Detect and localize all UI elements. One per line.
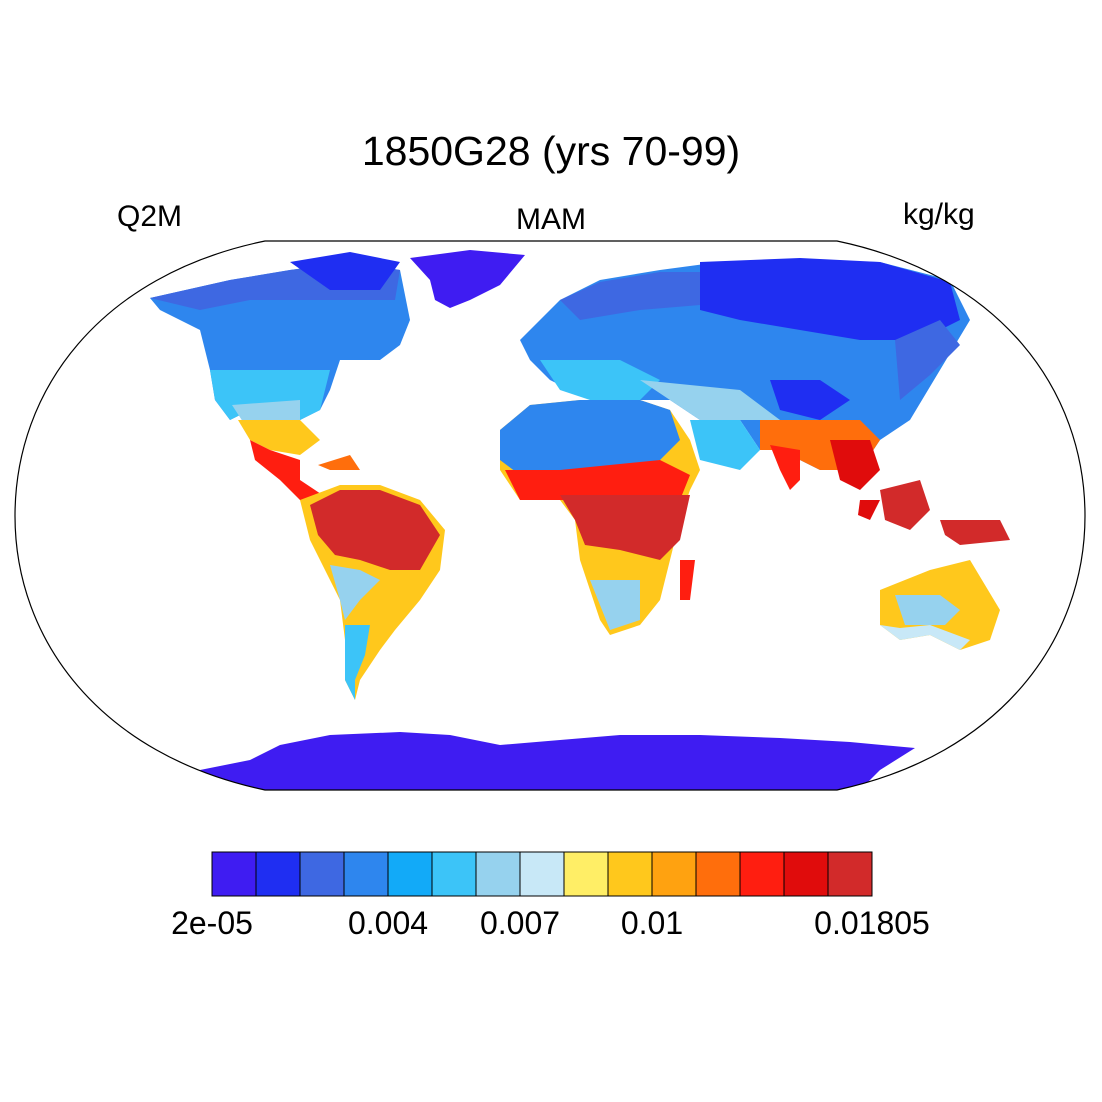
colorbar-swatch	[651, 851, 697, 897]
colorbar-swatch	[211, 851, 257, 897]
units-label: kg/kg	[903, 198, 975, 231]
colorbar-tick-label: 0.007	[479, 905, 561, 941]
colorbar-tick-label: 0.01	[620, 905, 684, 941]
variable-label: Q2M	[117, 200, 183, 233]
maritime-se-asia-landmass	[858, 480, 1010, 545]
australia-landmass	[880, 560, 1000, 650]
colorbar-tick-label: 2e-05	[171, 905, 253, 941]
colorbar-swatch	[299, 851, 345, 897]
season-label: MAM	[516, 203, 586, 236]
colorbar-swatch	[343, 851, 389, 897]
colorbar-swatch	[739, 851, 785, 897]
arabia-landmass	[690, 420, 760, 470]
map-title: 1850G28 (yrs 70-99)	[361, 128, 741, 174]
colorbar-tick-label: 0.004	[347, 905, 429, 941]
colorbar-tick-label: 0.01805	[814, 905, 930, 941]
colorbar-swatch	[607, 851, 653, 897]
colorbar-swatch	[387, 851, 433, 897]
colorbar-swatch	[827, 851, 873, 897]
colorbar-swatch	[519, 851, 565, 897]
antarctica-landmass	[200, 732, 915, 790]
colorbar-swatch	[783, 851, 829, 897]
colorbar-swatch	[255, 851, 301, 897]
colorbar-swatch	[695, 851, 741, 897]
africa-landmass	[500, 400, 700, 635]
south-america-landmass	[300, 485, 445, 700]
colorbar-swatch	[563, 851, 609, 897]
eurasia-landmass	[520, 258, 970, 490]
greenland-landmass	[410, 250, 525, 308]
colorbar-swatch	[431, 851, 477, 897]
colorbar-swatch	[475, 851, 521, 897]
globe-outline	[14, 240, 1086, 791]
